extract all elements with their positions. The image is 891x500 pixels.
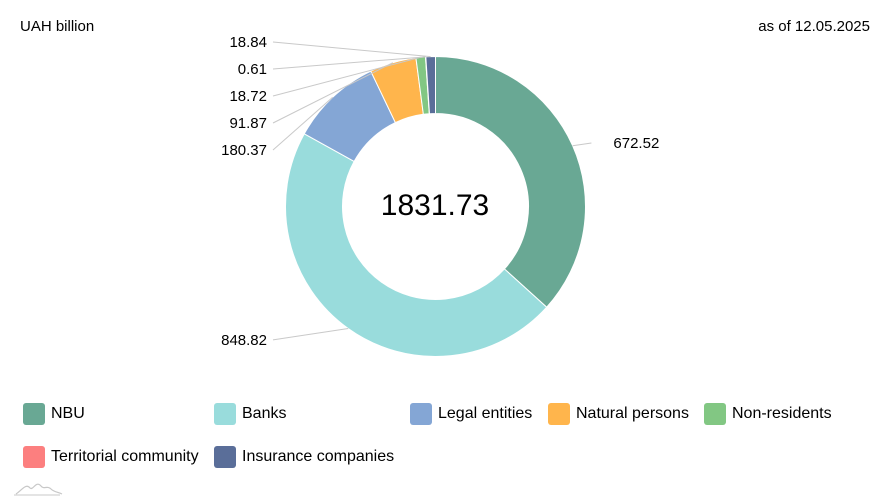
leader-line xyxy=(272,56,421,97)
unit-label: UAH billion xyxy=(20,18,95,35)
legend-label: Natural persons xyxy=(576,405,689,422)
value-label-nbu: 672.52 xyxy=(613,135,659,152)
legend-item-banks[interactable]: Banks xyxy=(214,402,286,426)
donut-slice-banks[interactable] xyxy=(285,133,548,357)
legend-item-natural-persons[interactable]: Natural persons xyxy=(548,402,689,426)
legend-swatch xyxy=(23,446,45,468)
donut-slice-nbu[interactable] xyxy=(435,55,586,308)
value-label-insurance-companies: 18.84 xyxy=(229,34,267,51)
leader-line xyxy=(272,41,431,58)
legend-item-non-residents[interactable]: Non-residents xyxy=(704,402,832,426)
legend-item-legal-entities[interactable]: Legal entities xyxy=(410,402,532,426)
value-label-natural-persons: 91.87 xyxy=(229,115,267,132)
leader-line xyxy=(272,327,349,341)
legend-swatch xyxy=(548,403,570,425)
legend-item-territorial-community[interactable]: Territorial community xyxy=(23,445,199,469)
legend-label: Banks xyxy=(242,405,287,422)
leader-line xyxy=(272,56,426,70)
legend-label: Insurance companies xyxy=(242,448,395,465)
value-label-legal-entities: 180.37 xyxy=(221,142,267,159)
legend-swatch xyxy=(410,403,432,425)
value-label-territorial-community: 0.61 xyxy=(238,61,267,78)
legend-label: NBU xyxy=(51,405,85,422)
date-label: as of 12.05.2025 xyxy=(758,18,870,35)
donut-chart: 672.52 848.82 18.84 0.61 18.72 91.87 180.37 18… xyxy=(221,34,659,357)
legend-swatch xyxy=(23,403,45,425)
legend-swatch xyxy=(704,403,726,425)
legend-label: Legal entities xyxy=(438,405,533,422)
total-value-label: 1831.73 xyxy=(381,189,489,222)
legend-swatch xyxy=(214,446,236,468)
value-label-banks: 848.82 xyxy=(221,332,267,349)
value-label-non-residents: 18.72 xyxy=(229,88,267,105)
brand-logo-icon xyxy=(14,483,63,496)
legend-item-nbu[interactable]: NBU xyxy=(23,402,85,426)
legend-label: Non-residents xyxy=(732,405,832,422)
legend-label: Territorial community xyxy=(51,448,199,465)
legend-item-insurance-companies[interactable]: Insurance companies xyxy=(214,445,394,469)
leader-line xyxy=(272,62,394,124)
leader-line xyxy=(272,96,333,151)
leader-line xyxy=(572,142,592,147)
legend-swatch xyxy=(214,403,236,425)
